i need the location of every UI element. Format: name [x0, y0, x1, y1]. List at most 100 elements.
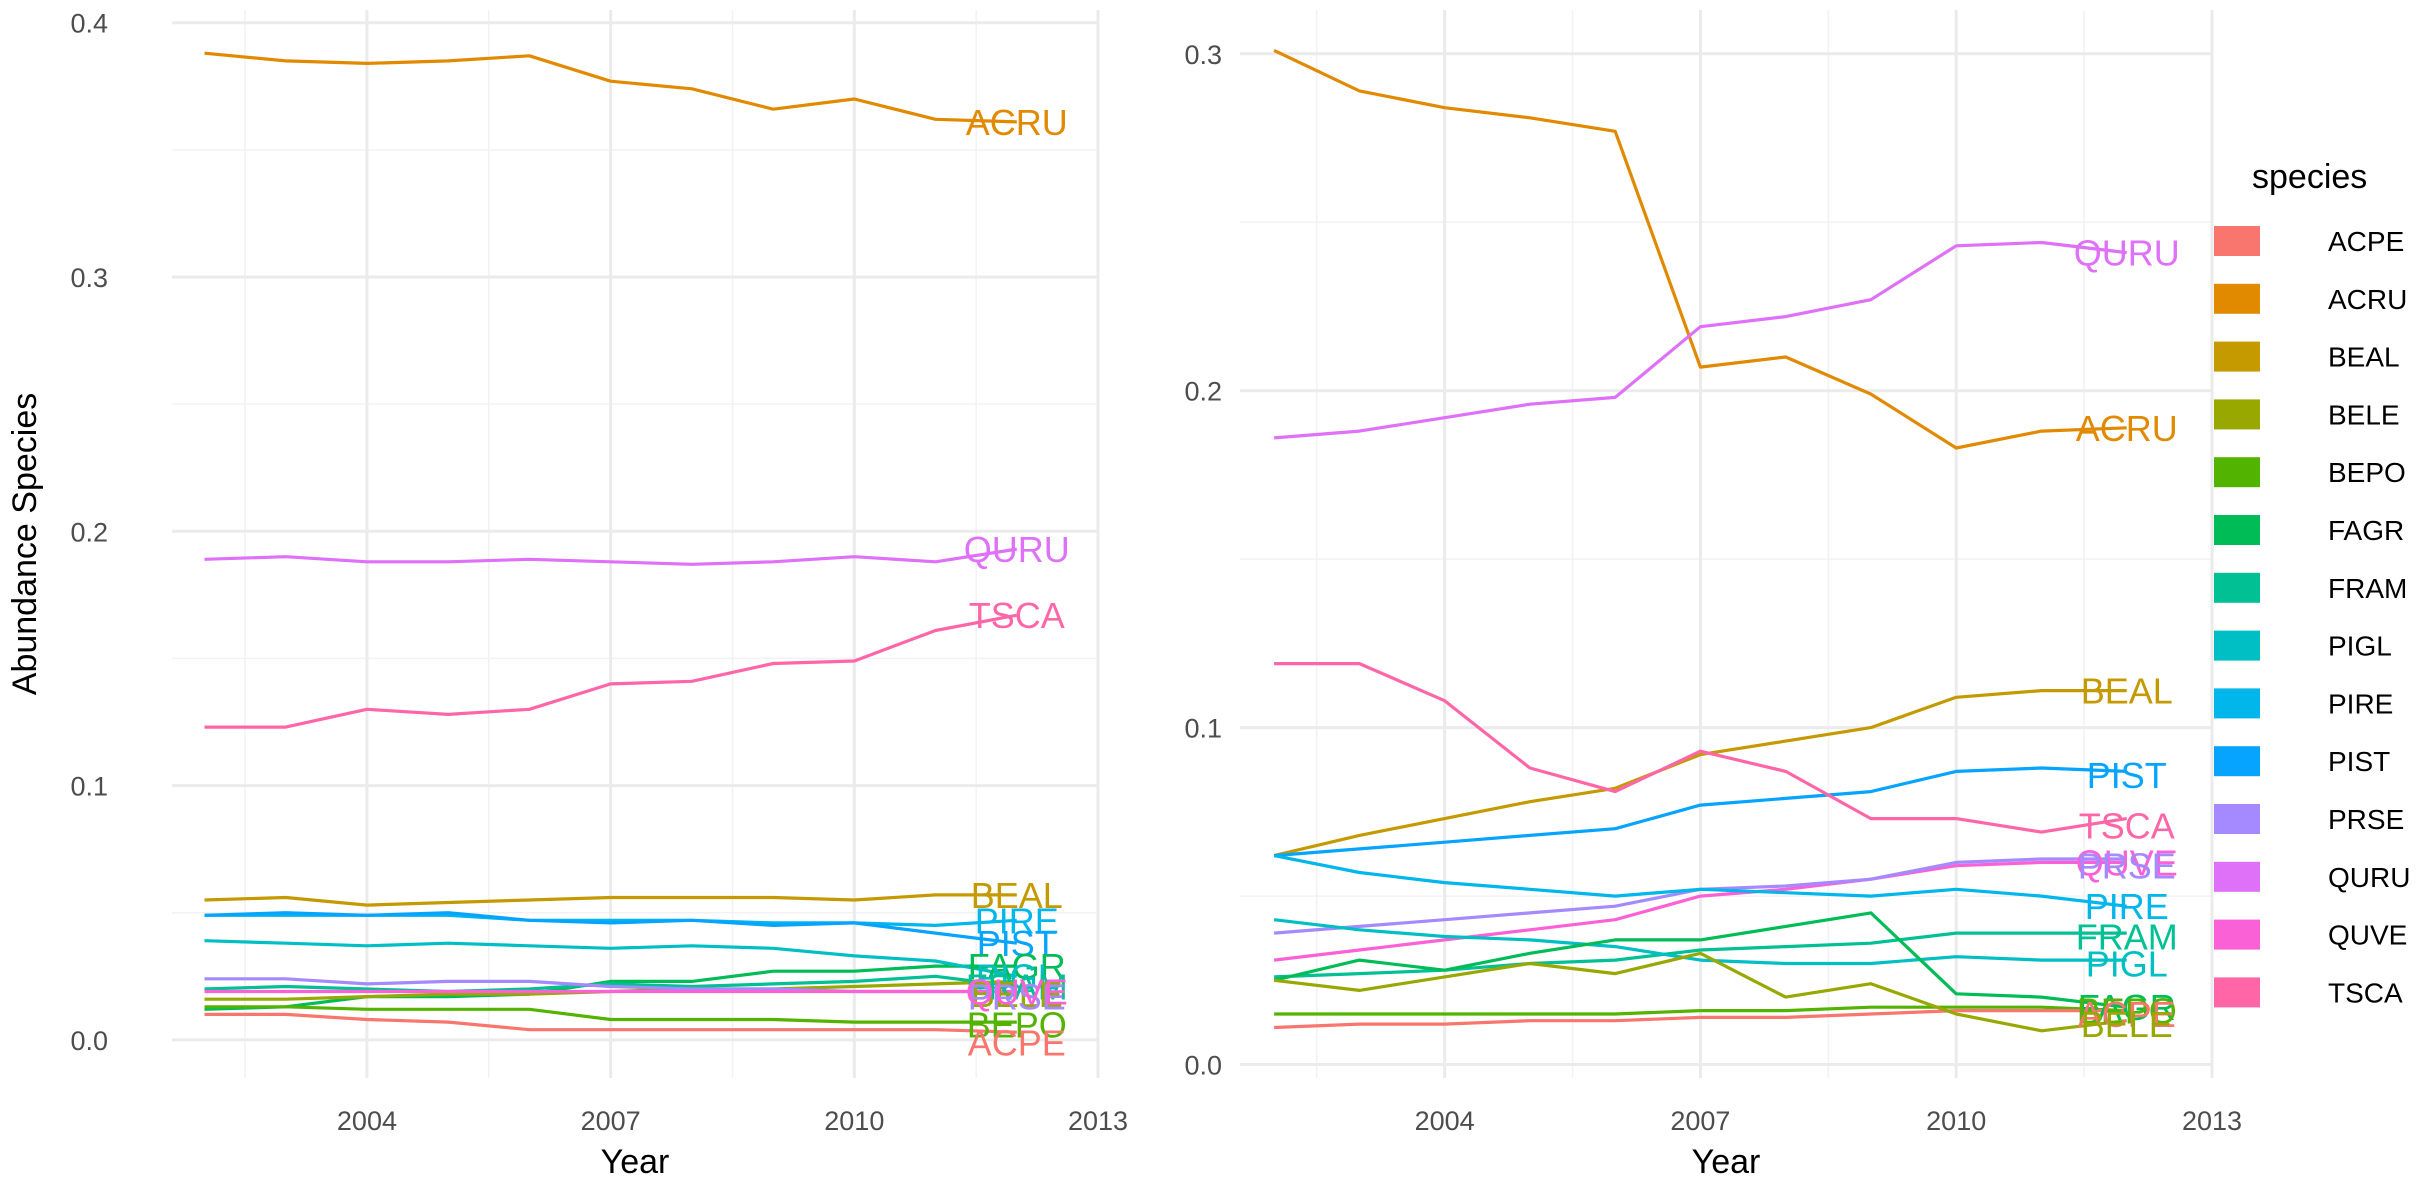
x-tick-label: 2010	[1926, 1106, 1986, 1136]
series-line-acpe	[204, 1012, 1017, 1034]
legend-item-fram: FRAM	[2214, 572, 2407, 604]
legend-swatch	[2214, 804, 2260, 834]
end-label-bele: BELE	[971, 974, 1063, 1015]
end-label-beal: BEAL	[971, 875, 1063, 916]
series-line-beal	[204, 893, 1017, 907]
end-label-fram: FRAM	[2076, 916, 2178, 957]
end-label-pigl: PIGL	[2086, 943, 2168, 984]
legend-swatch	[2214, 688, 2260, 719]
axis-ticks: 2004 2007 2010 2013 0.0 0.1 0.2 0.3	[1184, 40, 2242, 1136]
legend-item-quve: QUVE	[2214, 919, 2407, 951]
legend-item-tsca: TSCA	[2214, 977, 2403, 1008]
end-labels: ACRU QURU BEAL PIST TSCAQUVEPRSEPIREFRAMPIGL…	[2074, 233, 2180, 1046]
legend-label: FRAM	[2328, 573, 2407, 604]
grid-lines	[172, 10, 1100, 1078]
right-line-chart: 2004 2007 2010 2013 0.0 0.1 0.2 0.3 Year ACRU QURU…	[1184, 10, 2242, 1181]
legend-item-bepo: BEPO	[2214, 457, 2406, 488]
end-label-pire: PIRE	[2085, 886, 2169, 927]
legend-label: QUVE	[2328, 920, 2407, 951]
legend-item-bele: BELE	[2214, 399, 2400, 430]
axis-ticks: 2004 2007 2010 2013 0.0 0.1 0.2 0.3 0.4	[70, 9, 1128, 1136]
x-tick-label: 2007	[1670, 1106, 1730, 1136]
legend-swatch	[2214, 746, 2260, 777]
y-tick-label: 0.4	[70, 9, 108, 39]
series-line-quve	[1273, 860, 2127, 962]
series-line-pire	[1273, 854, 2127, 908]
x-axis-title: Year	[601, 1143, 670, 1181]
legend-label: ACPE	[2328, 226, 2404, 257]
legend-swatch	[2214, 283, 2260, 314]
y-tick-label: 0.0	[70, 1026, 108, 1056]
series-line-fagr	[204, 964, 1017, 1011]
legend-label: BELE	[2328, 399, 2400, 430]
legend-item-acru: ACRU	[2214, 283, 2407, 315]
species-legend: species ACPE ACRU BEAL BELE BEPO FAGR FRAM PIGL P…	[2214, 158, 2410, 1008]
legend-label: BEPO	[2328, 457, 2406, 488]
x-tick-label: 2013	[1068, 1106, 1128, 1136]
legend-swatch	[2214, 341, 2260, 372]
y-tick-label: 0.3	[70, 263, 108, 293]
legend-item-prse: PRSE	[2214, 804, 2404, 835]
x-tick-label: 2010	[824, 1106, 884, 1136]
end-label-tsca: TSCA	[2079, 805, 2175, 846]
legend-label: PRSE	[2328, 804, 2404, 835]
legend-swatch	[2214, 457, 2260, 488]
end-label-acru: ACRU	[2076, 408, 2178, 449]
series-line-fagr	[1273, 911, 2127, 1009]
legend-label: PIRE	[2328, 688, 2393, 719]
series-line-fram	[204, 974, 1017, 994]
legend-swatch	[2214, 861, 2260, 892]
series-line-quru	[1273, 240, 2127, 440]
series-line-pigl	[1273, 918, 2127, 966]
legend-label: FAGR	[2328, 515, 2404, 546]
x-tick-label: 2004	[337, 1106, 397, 1136]
series-line-pist	[204, 911, 1017, 945]
x-axis-title: Year	[1692, 1143, 1761, 1181]
series-line-acru	[1273, 48, 2127, 450]
y-tick-label: 0.0	[1184, 1051, 1222, 1081]
left-line-chart: 2004 2007 2010 2013 0.0 0.1 0.2 0.3 0.4 Year Abund…	[6, 9, 1128, 1181]
end-label-pire: PIRE	[975, 900, 1059, 941]
end-label-acpe: ACPE	[2078, 994, 2176, 1035]
legend-label: PIGL	[2328, 631, 2392, 662]
end-label-quve: QUVE	[966, 972, 1068, 1013]
end-label-quru: QURU	[964, 529, 1070, 570]
legend-swatch	[2214, 630, 2260, 661]
end-label-bepo: BEPO	[2077, 991, 2177, 1032]
end-label-fagr: FAGR	[968, 946, 1066, 987]
series-line-quru	[204, 547, 1018, 566]
legend-label: BEAL	[2328, 342, 2400, 373]
series-line-bepo	[1274, 1005, 2127, 1016]
legend-swatch	[2214, 515, 2260, 545]
end-label-quve: QUVE	[2076, 842, 2178, 883]
end-label-pigl: PIGL	[976, 956, 1058, 997]
end-label-prse: PRSE	[968, 977, 1066, 1018]
end-label-pist: PIST	[977, 923, 1057, 964]
end-label-tsca: TSCA	[969, 595, 1065, 636]
end-label-prse: PRSE	[2078, 846, 2176, 887]
series-line-acru	[204, 51, 1017, 124]
series-line-fram	[1274, 931, 2127, 979]
end-label-acru: ACRU	[966, 102, 1068, 143]
y-tick-label: 0.3	[1184, 40, 1222, 70]
series-line-acpe	[1274, 1008, 2127, 1030]
y-tick-label: 0.2	[1184, 377, 1222, 407]
legend-title: species	[2252, 158, 2367, 196]
legend-label: TSCA	[2328, 977, 2403, 1008]
y-tick-label: 0.1	[1184, 714, 1222, 744]
end-label-acpe: ACPE	[968, 1022, 1066, 1063]
legend-label: ACRU	[2328, 284, 2407, 315]
series-lines	[1273, 48, 2127, 1033]
x-tick-label: 2013	[2182, 1106, 2242, 1136]
series-line-tsca	[204, 613, 1018, 729]
series-line-bele	[1273, 951, 2127, 1033]
legend-swatch	[2214, 919, 2260, 950]
legend-item-quru: QURU	[2214, 861, 2410, 893]
grid-lines	[1240, 10, 2214, 1078]
series-line-beal	[1273, 688, 2127, 858]
end-labels: ACRU QURU TSCA BEALPIREPISTFAGRPIGLFRAMBELE…	[964, 102, 1070, 1064]
legend-label: PIST	[2328, 746, 2390, 777]
series-lines	[204, 51, 1018, 1034]
end-label-bele: BELE	[2081, 1004, 2173, 1045]
